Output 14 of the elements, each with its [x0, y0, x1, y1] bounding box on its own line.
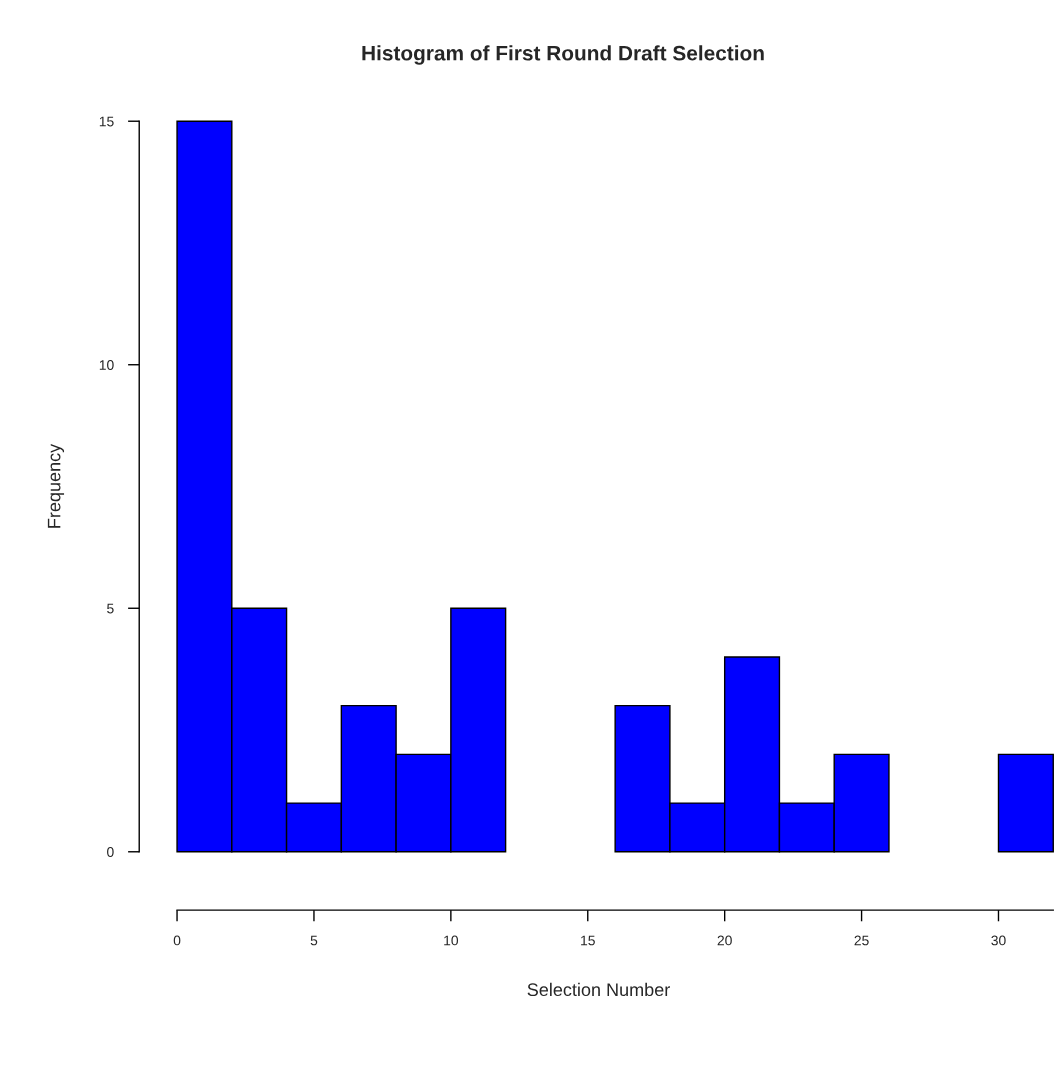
- y-tick-label: 5: [107, 603, 114, 614]
- x-tick-label: 20: [717, 935, 732, 946]
- chart-title: Histogram of First Round Draft Selection: [362, 45, 764, 65]
- x-tick-label: 15: [581, 935, 595, 946]
- x-tick-label: 30: [991, 935, 1006, 946]
- y-axis-title: Frequency: [47, 443, 65, 528]
- x-axis-title: Selection Number: [527, 982, 670, 997]
- x-tick-label: 10: [444, 935, 459, 946]
- x-tick-label: 0: [173, 935, 181, 946]
- x-tick-label: 5: [310, 935, 318, 946]
- x-tick-label: 25: [854, 935, 869, 946]
- y-tick-label: 0: [107, 847, 114, 857]
- y-tick-label: 10: [99, 360, 114, 370]
- y-tick-label: 15: [99, 116, 114, 127]
